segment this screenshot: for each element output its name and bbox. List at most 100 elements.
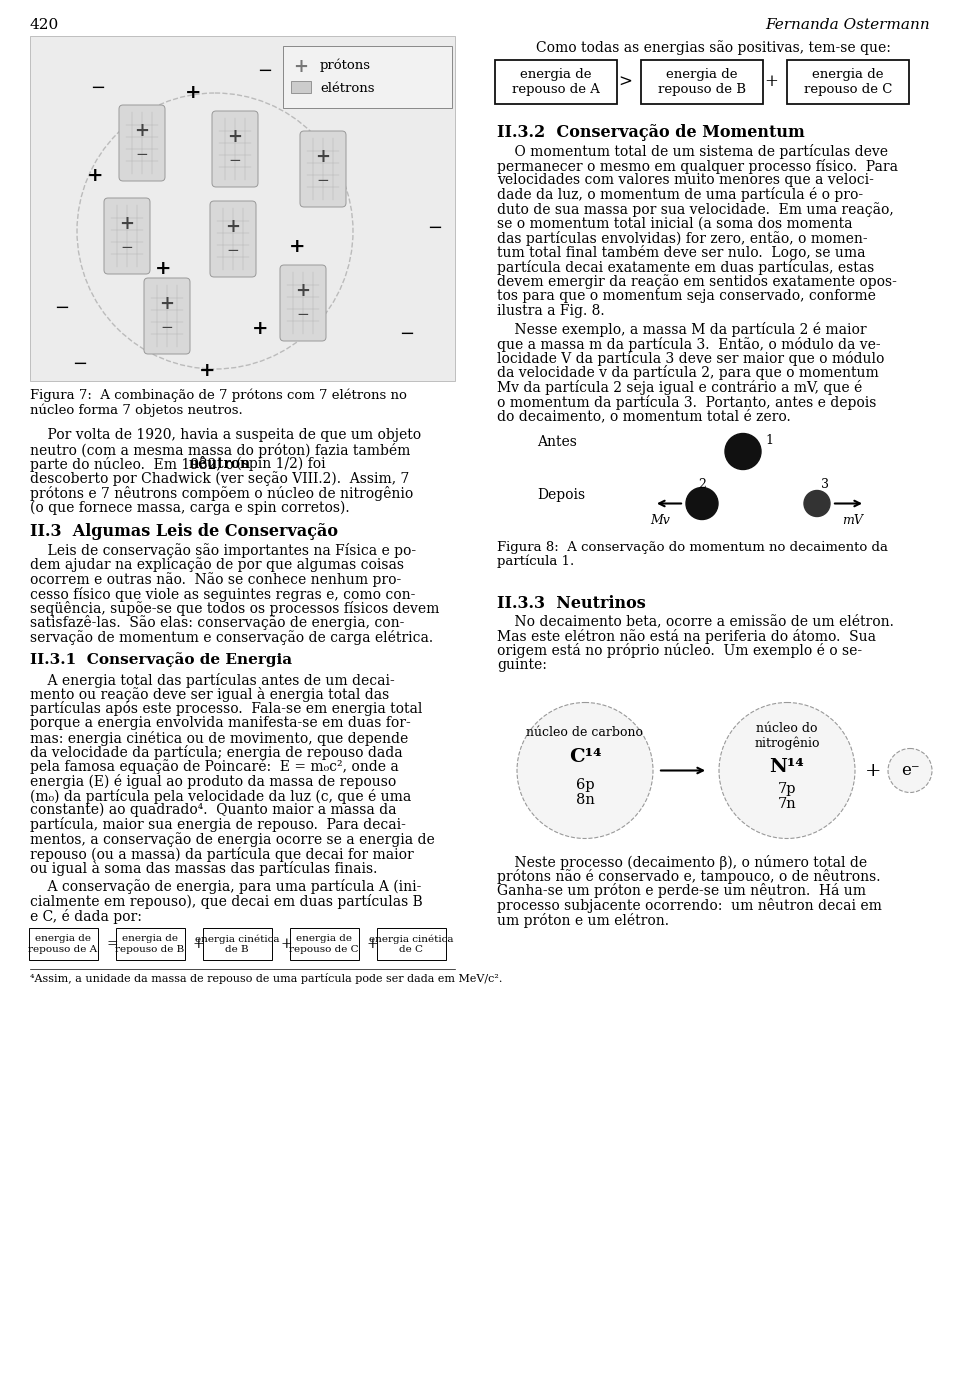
- Text: −: −: [228, 154, 241, 168]
- FancyBboxPatch shape: [280, 265, 326, 341]
- Text: ou igual à soma das massas das partículas finais.: ou igual à soma das massas das partícula…: [30, 860, 377, 876]
- Text: II.3.3  Neutrinos: II.3.3 Neutrinos: [497, 594, 646, 611]
- Text: Ganha-se um próton e perde-se um nêutron.  Há um: Ganha-se um próton e perde-se um nêutron…: [497, 884, 866, 899]
- FancyBboxPatch shape: [30, 36, 455, 381]
- Text: Fernanda Ostermann: Fernanda Ostermann: [765, 18, 930, 32]
- Text: energia cinética
de C: energia cinética de C: [369, 934, 453, 954]
- Text: tos para que o momentum seja conservado, conforme: tos para que o momentum seja conservado,…: [497, 290, 876, 303]
- Text: servação de momentum e conservação de carga elétrica.: servação de momentum e conservação de ca…: [30, 630, 433, 645]
- Text: 2: 2: [698, 477, 706, 491]
- FancyBboxPatch shape: [291, 81, 311, 92]
- Text: −: −: [55, 299, 69, 317]
- Text: (spin 1/2) foi: (spin 1/2) foi: [232, 456, 326, 472]
- Text: +: +: [193, 936, 204, 952]
- Text: II.3.1  Conservação de Energia: II.3.1 Conservação de Energia: [30, 652, 292, 667]
- Text: 7p: 7p: [778, 782, 796, 797]
- Text: energia (E) é igual ao produto da massa de repouso: energia (E) é igual ao produto da massa …: [30, 774, 396, 789]
- Text: nêutron: nêutron: [189, 456, 252, 472]
- Text: Neste processo (decaimento β), o número total de: Neste processo (decaimento β), o número …: [497, 855, 867, 870]
- FancyBboxPatch shape: [210, 201, 256, 277]
- Text: seqüência, supõe-se que todos os processos físicos devem: seqüência, supõe-se que todos os process…: [30, 601, 440, 616]
- Text: No decaimento beta, ocorre a emissão de um elétron.: No decaimento beta, ocorre a emissão de …: [497, 615, 894, 629]
- Text: N¹⁴: N¹⁴: [770, 758, 804, 776]
- Text: da velocidade v da partícula 2, para que o momentum: da velocidade v da partícula 2, para que…: [497, 365, 878, 381]
- Text: constante) ao quadrado⁴.  Quanto maior a massa da: constante) ao quadrado⁴. Quanto maior a …: [30, 803, 396, 818]
- Text: 420: 420: [30, 18, 60, 32]
- Text: mV: mV: [842, 513, 863, 527]
- Text: (o que fornece massa, carga e spin corretos).: (o que fornece massa, carga e spin corre…: [30, 501, 349, 514]
- Text: locidade V da partícula 3 deve ser maior que o módulo: locidade V da partícula 3 deve ser maior…: [497, 352, 884, 365]
- Text: +: +: [86, 167, 104, 185]
- Text: prótons e 7 nêutrons compõem o núcleo de nitrogênio: prótons e 7 nêutrons compõem o núcleo de…: [30, 485, 413, 501]
- FancyBboxPatch shape: [377, 928, 446, 960]
- Text: −: −: [72, 354, 87, 372]
- Text: processo subjacente ocorrendo:  um nêutron decai em: processo subjacente ocorrendo: um nêutro…: [497, 898, 882, 913]
- Text: −: −: [160, 321, 174, 335]
- Text: Mv: Mv: [650, 513, 670, 527]
- Text: =: =: [106, 936, 118, 952]
- Text: −: −: [121, 241, 133, 255]
- Circle shape: [517, 702, 653, 838]
- Text: −: −: [257, 62, 273, 80]
- Circle shape: [725, 433, 761, 469]
- Text: II.3  Algumas Leis de Conservação: II.3 Algumas Leis de Conservação: [30, 523, 338, 541]
- Text: energia de
repouso de C: energia de repouso de C: [289, 935, 359, 954]
- Text: duto de sua massa por sua velocidade.  Em uma reação,: duto de sua massa por sua velocidade. Em…: [497, 201, 894, 217]
- Text: núcleo de carbono: núcleo de carbono: [526, 725, 643, 739]
- Circle shape: [719, 702, 855, 838]
- Text: −: −: [297, 308, 309, 323]
- Text: +: +: [764, 73, 778, 91]
- FancyBboxPatch shape: [787, 61, 909, 103]
- Text: energia de
repouso de C: energia de repouso de C: [804, 68, 892, 97]
- Text: porque a energia envolvida manifesta-se em duas for-: porque a energia envolvida manifesta-se …: [30, 716, 411, 729]
- Text: e C, é dada por:: e C, é dada por:: [30, 909, 142, 924]
- Text: Por volta de 1920, havia a suspeita de que um objeto: Por volta de 1920, havia a suspeita de q…: [30, 427, 421, 443]
- Text: ⁴Assim, a unidade da massa de repouso de uma partícula pode ser dada em MeV/c².: ⁴Assim, a unidade da massa de repouso de…: [30, 974, 502, 985]
- Text: Mas este elétron não está na periferia do átomo.  Sua: Mas este elétron não está na periferia d…: [497, 629, 876, 644]
- Text: partícula, maior sua energia de repouso.  Para decai-: partícula, maior sua energia de repouso.…: [30, 818, 406, 833]
- Text: −: −: [399, 325, 415, 343]
- Text: 8n: 8n: [576, 793, 594, 807]
- Text: II.3.2  Conservação de Momentum: II.3.2 Conservação de Momentum: [497, 124, 804, 141]
- Text: C¹⁴: C¹⁴: [568, 749, 601, 767]
- Text: guinte:: guinte:: [497, 658, 547, 672]
- Text: se o momentum total inicial (a soma dos momenta: se o momentum total inicial (a soma dos …: [497, 217, 852, 230]
- Text: −: −: [90, 79, 106, 97]
- Text: repouso (ou a massa) da partícula que decai for maior: repouso (ou a massa) da partícula que de…: [30, 847, 414, 862]
- Text: mento ou reação deve ser igual à energia total das: mento ou reação deve ser igual à energia…: [30, 687, 389, 702]
- Text: velocidades com valores muito menores que a veloci-: velocidades com valores muito menores qu…: [497, 172, 874, 188]
- Text: mentos, a conservação de energia ocorre se a energia de: mentos, a conservação de energia ocorre …: [30, 832, 435, 847]
- Text: partículas após este processo.  Fala-se em energia total: partículas após este processo. Fala-se e…: [30, 702, 422, 717]
- Text: energia de
repouso de B: energia de repouso de B: [658, 68, 746, 97]
- Text: elétrons: elétrons: [320, 81, 374, 95]
- Text: A energia total das partículas antes de um decai-: A energia total das partículas antes de …: [30, 673, 395, 688]
- Text: cesso físico que viole as seguintes regras e, como con-: cesso físico que viole as seguintes regr…: [30, 586, 416, 601]
- Text: −: −: [135, 148, 149, 161]
- Text: Figura 7:  A combinação de 7 prótons com 7 elétrons no: Figura 7: A combinação de 7 prótons com …: [30, 389, 407, 403]
- Text: das partículas envolvidas) for zero, então, o momen-: das partículas envolvidas) for zero, ent…: [497, 232, 868, 245]
- Text: +: +: [367, 936, 378, 952]
- FancyBboxPatch shape: [144, 279, 190, 354]
- Text: +: +: [134, 121, 150, 141]
- Text: da velocidade da partícula; energia de repouso dada: da velocidade da partícula; energia de r…: [30, 745, 402, 760]
- Text: núcleo forma 7 objetos neutros.: núcleo forma 7 objetos neutros.: [30, 404, 243, 416]
- FancyBboxPatch shape: [641, 61, 763, 103]
- FancyBboxPatch shape: [283, 46, 452, 108]
- Text: +: +: [289, 239, 305, 256]
- Text: dade da luz, o momentum de uma partícula é o pro-: dade da luz, o momentum de uma partícula…: [497, 188, 863, 203]
- Text: (m₀) da partícula pela velocidade da luz (c, que é uma: (m₀) da partícula pela velocidade da luz…: [30, 789, 411, 804]
- Circle shape: [804, 491, 830, 517]
- Text: devem emergir da reação em sentidos exatamente opos-: devem emergir da reação em sentidos exat…: [497, 274, 897, 290]
- Text: +: +: [865, 761, 881, 779]
- Text: +: +: [226, 218, 241, 236]
- Text: Leis de conservação são importantes na Física e po-: Leis de conservação são importantes na F…: [30, 543, 416, 558]
- Text: +: +: [228, 128, 243, 146]
- Text: −: −: [227, 244, 239, 258]
- FancyBboxPatch shape: [29, 928, 98, 960]
- Circle shape: [888, 749, 932, 793]
- Text: 6p: 6p: [576, 779, 594, 793]
- Text: tum total final também deve ser nulo.  Logo, se uma: tum total final também deve ser nulo. Lo…: [497, 245, 866, 261]
- Text: que a massa m da partícula 3.  Então, o módulo da ve-: que a massa m da partícula 3. Então, o m…: [497, 336, 880, 352]
- Text: Antes: Antes: [537, 436, 577, 450]
- Text: prótons: prótons: [320, 59, 371, 73]
